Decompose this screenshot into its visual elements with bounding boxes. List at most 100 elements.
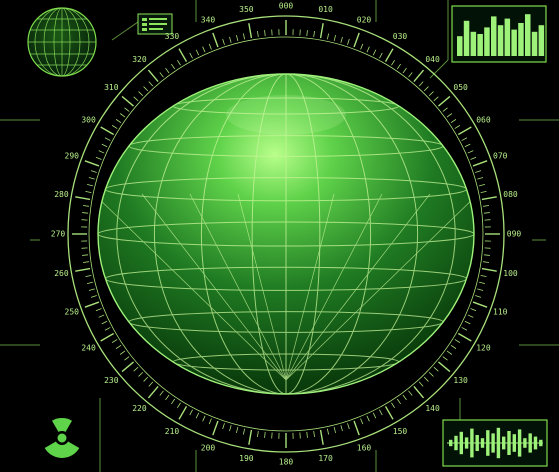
dial-tick [242, 428, 246, 435]
bearing-label: 170 [318, 454, 333, 463]
dial-tick [481, 267, 497, 272]
dial-tick [437, 95, 451, 107]
globe-meridian [141, 193, 287, 381]
dial-tick [483, 205, 490, 207]
dial-tick [171, 398, 176, 405]
dial-tick [467, 150, 474, 154]
dial-tick [178, 405, 188, 420]
dial-tick [461, 327, 468, 331]
dial-tick [446, 113, 453, 118]
bearing-label: 010 [318, 5, 333, 14]
dial-tick [379, 409, 383, 416]
dial-tick [82, 212, 89, 214]
dial-tick [95, 156, 102, 160]
dial-tick [457, 126, 472, 136]
bearing-label: 280 [54, 190, 69, 199]
dial-tick [423, 376, 429, 382]
mini-globe-icon [27, 7, 97, 77]
radiation-icon [44, 418, 80, 458]
globe-meridian [285, 193, 431, 381]
globe-meridian [200, 74, 372, 394]
dial-tick [353, 32, 360, 48]
bearing-label: 060 [476, 116, 491, 125]
dial-tick [147, 385, 159, 399]
dial-tick [437, 361, 451, 373]
bar [457, 36, 463, 56]
bar-graph [457, 14, 545, 57]
dial-tick [340, 425, 343, 432]
dial-tick [454, 339, 461, 343]
dial-tick [433, 96, 439, 102]
dial-tick [481, 196, 497, 201]
dial-tick [86, 184, 94, 187]
dial-tick [101, 320, 108, 325]
globe-meridian [251, 74, 321, 394]
bearing-label: 210 [165, 427, 180, 436]
bearing-label: 340 [201, 15, 216, 24]
bar [463, 20, 470, 56]
dial-tick [319, 23, 324, 39]
dial-tick [148, 81, 154, 87]
bearing-label: 200 [201, 444, 216, 453]
dial-tick [90, 170, 97, 173]
dial-tick [347, 423, 350, 430]
dial-tick [138, 91, 144, 97]
dial-tick [82, 261, 89, 263]
bar [484, 27, 490, 56]
dial-tick [454, 125, 461, 129]
dial-tick [98, 150, 105, 154]
dial-tick [248, 429, 253, 445]
dial-tick [111, 339, 118, 343]
waveform-panel [442, 419, 548, 467]
dial-tick [333, 426, 336, 434]
dial-tick [379, 52, 383, 59]
dial-tick [101, 143, 108, 148]
dial-tick [84, 160, 100, 167]
dial-tick [472, 160, 488, 167]
dial-tick [178, 48, 188, 63]
dial-tick [202, 415, 206, 422]
dial-tick [115, 119, 122, 124]
dial-tick [418, 81, 424, 87]
dial-tick [470, 156, 477, 160]
bearing-label: 130 [453, 376, 468, 385]
bearing-label: 330 [165, 32, 180, 41]
dial-tick [104, 327, 111, 331]
bearing-label: 270 [51, 230, 66, 239]
bar [531, 31, 538, 56]
dial-tick [391, 59, 395, 66]
dial-tick [195, 412, 200, 419]
dial-tick [313, 431, 315, 438]
dial-tick [428, 371, 434, 377]
dial-tick [475, 170, 482, 173]
dial-tick [119, 350, 126, 355]
dial-tick [202, 46, 206, 53]
bearing-label: 050 [453, 83, 468, 92]
waveform [447, 427, 543, 459]
bearing-label: 160 [357, 444, 372, 453]
dial-tick [360, 43, 364, 50]
bearing-label: 140 [425, 404, 440, 413]
bearing-label: 120 [476, 344, 491, 353]
dial-tick [119, 113, 126, 118]
dial-tick [480, 274, 487, 278]
dial-tick [236, 426, 239, 434]
dial-tick [88, 288, 95, 291]
dial-tick [384, 48, 394, 63]
dial-tick [306, 431, 308, 438]
dial-tick [478, 184, 486, 187]
dial-tick [90, 295, 97, 298]
dial-tick [306, 30, 308, 37]
dial-tick [104, 137, 111, 141]
dial-tick [483, 254, 490, 256]
globe-meridian [285, 193, 383, 381]
dial-tick [95, 308, 102, 312]
dial-tick [195, 49, 200, 56]
dial-tick [229, 36, 232, 43]
dial-tick [98, 314, 105, 318]
dial-tick [450, 344, 457, 349]
dial-tick [483, 261, 490, 263]
bearing-label: 180 [279, 458, 294, 467]
bearing-label: 080 [503, 190, 518, 199]
dial-tick [457, 332, 472, 342]
